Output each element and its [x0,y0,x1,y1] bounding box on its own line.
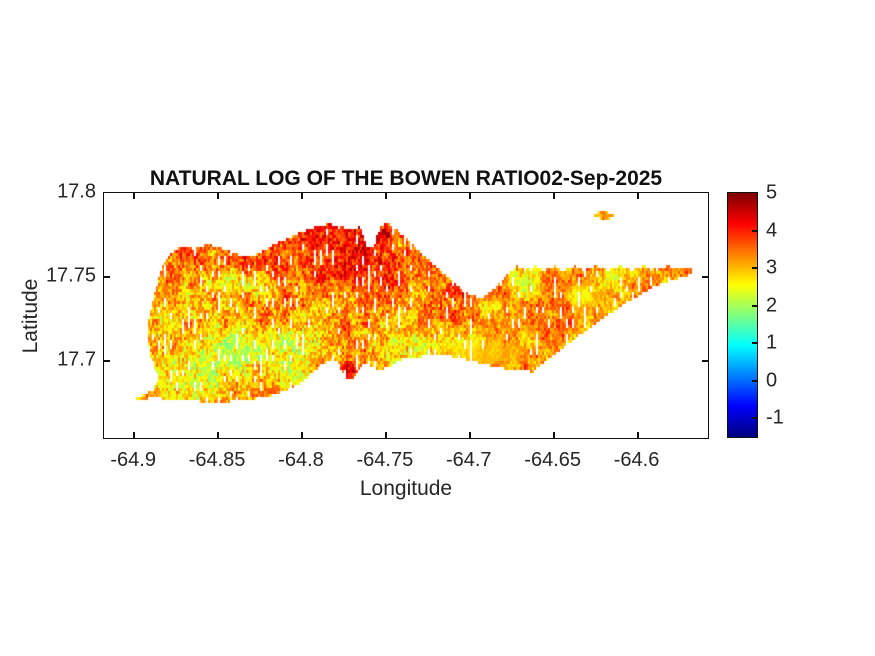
colorbar-tick-label: 4 [766,219,778,242]
x-tick-label: -64.85 [188,449,246,471]
colorbar-tick-mark [752,380,757,382]
x-tick-label: -64.65 [524,449,581,471]
x-tick-mark [553,193,555,199]
x-tick-label: -64.8 [278,449,324,471]
x-tick-mark [469,432,471,438]
x-tick-label: -64.75 [356,449,414,471]
colorbar-tick-label: 1 [766,331,778,354]
y-tick-mark [104,276,110,278]
y-tick-label: 17.8 [57,180,96,203]
colorbar-tick-label: 5 [766,181,778,204]
x-tick-mark [637,193,639,199]
chart-title-text: NATURAL LOG OF THE BOWEN RATIO [149,167,540,190]
x-tick-mark [301,432,303,438]
x-tick-mark [385,193,387,199]
x-tick-mark [217,193,219,199]
colorbar-tick-label: 2 [766,294,778,317]
colorbar-gradient-canvas [728,193,757,437]
colorbar-tick-label: -1 [766,406,784,429]
y-tick-mark [702,276,708,278]
x-tick-label: -64.6 [613,449,660,471]
x-tick-mark [133,193,135,199]
colorbar-tick-label: 0 [766,369,778,392]
colorbar-tick-mark [752,230,757,232]
x-tick-label: -64.9 [110,449,156,471]
chart-title: NATURAL LOG OF THE BOWEN RATIO02-Sep-202… [103,167,709,191]
colorbar-tick-label: 3 [766,256,778,279]
x-tick-mark [217,432,219,438]
colorbar-tick-mark [752,342,757,344]
x-tick-mark [133,432,135,438]
y-tick-label: 17.7 [57,348,96,371]
colorbar-tick-mark [752,305,757,307]
y-tick-mark [104,360,110,362]
x-tick-mark [385,432,387,438]
x-axis-label: Longitude [359,477,453,500]
colorbar-tick-mark [752,267,757,269]
x-tick-mark [553,432,555,438]
colorbar [727,192,758,438]
x-tick-mark [637,432,639,438]
y-axis-label: Latitude [19,278,42,354]
x-tick-label: -64.7 [445,449,492,471]
heatmap-canvas [104,193,708,438]
x-tick-mark [301,193,303,199]
y-tick-mark [702,360,708,362]
chart-title-date: 02-Sep-2025 [539,167,663,190]
plot-area [103,192,709,439]
x-tick-mark [469,193,471,199]
y-tick-label: 17.75 [45,264,96,287]
colorbar-tick-mark [752,417,757,419]
